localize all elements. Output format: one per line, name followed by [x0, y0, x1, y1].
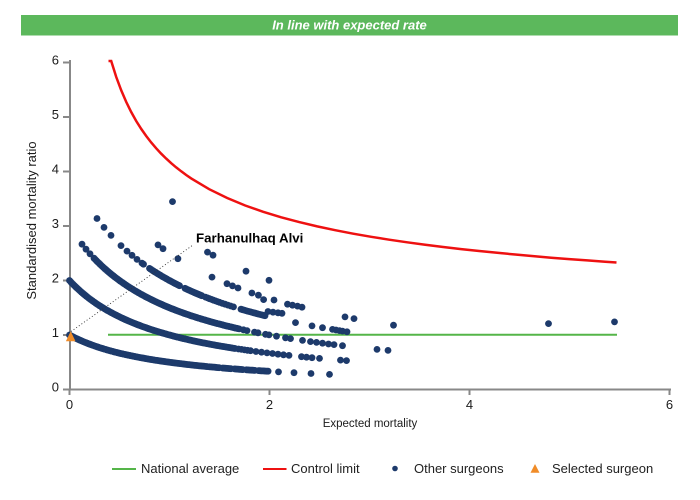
svg-text:Selected surgeon: Selected surgeon: [552, 461, 653, 476]
svg-text:Other surgeons: Other surgeons: [414, 461, 504, 476]
svg-text:6: 6: [666, 397, 673, 412]
svg-text:Control limit: Control limit: [291, 461, 360, 476]
svg-text:Standardised mortality ratio: Standardised mortality ratio: [24, 141, 39, 299]
svg-text:0: 0: [66, 397, 73, 412]
svg-text:5: 5: [52, 107, 59, 122]
svg-text:3: 3: [52, 216, 59, 231]
svg-text:Farhanulhaq Alvi: Farhanulhaq Alvi: [196, 231, 303, 246]
svg-text:In line with expected rate: In line with expected rate: [272, 18, 427, 33]
svg-text:National average: National average: [141, 461, 239, 476]
svg-text:0: 0: [52, 380, 59, 395]
svg-text:2: 2: [52, 271, 59, 286]
svg-text:Expected mortality: Expected mortality: [323, 418, 418, 430]
svg-text:6: 6: [52, 53, 59, 68]
svg-text:1: 1: [52, 325, 59, 340]
svg-text:4: 4: [466, 397, 473, 412]
svg-text:4: 4: [52, 162, 59, 177]
svg-text:2: 2: [266, 397, 273, 412]
